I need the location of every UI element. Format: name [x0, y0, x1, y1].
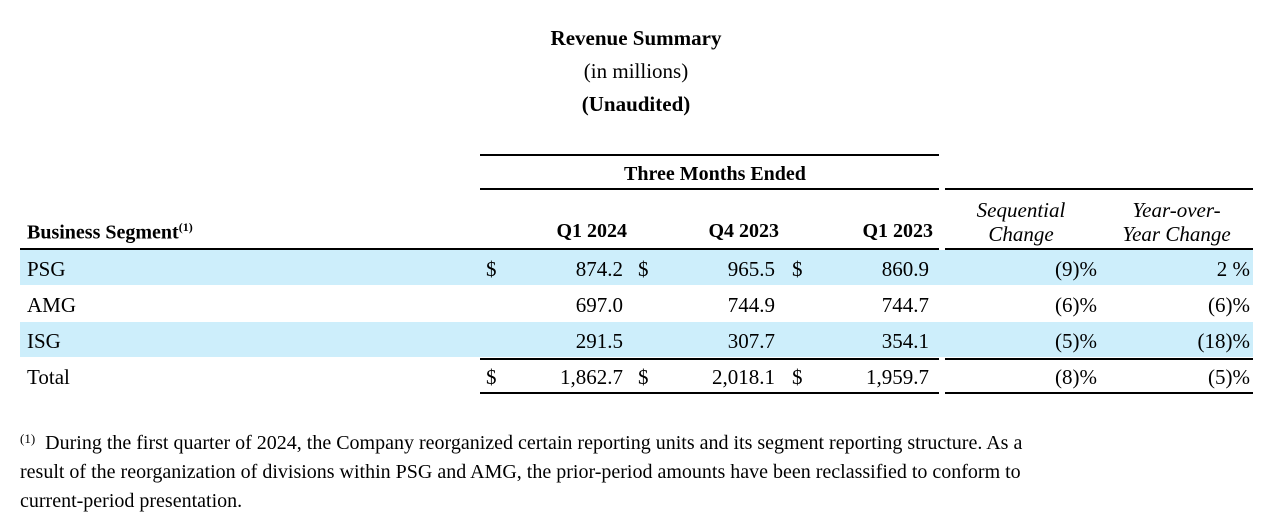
sequential-change-header-line2: Change: [988, 222, 1054, 246]
currency-symbol: $: [792, 365, 803, 389]
value-amg-q1-2023: 744.7: [881, 293, 929, 317]
sequential-change-header: Sequential Change: [945, 198, 1097, 246]
currency-symbol: $: [638, 365, 649, 389]
footnote: (1) During the first quarter of 2024, th…: [20, 424, 1022, 516]
yoy-isg: (18)%: [1197, 329, 1250, 353]
currency-symbol: $: [486, 365, 497, 389]
value-total-q1-2023: 1,959.7: [866, 365, 929, 389]
column-header-q1-2023: Q1 2023: [862, 220, 933, 242]
sequential-amg: (6)%: [1055, 293, 1097, 317]
footnote-line-3: current-period presentation.: [20, 490, 243, 512]
value-psg-q4-2023: 965.5: [727, 257, 775, 281]
total-change-top-rule: [945, 358, 1253, 360]
yoy-change-header-line1: Year-over-: [1132, 198, 1221, 222]
change-header-bottom-rule: [945, 248, 1253, 250]
footnote-line-2: result of the reorganization of division…: [20, 461, 1021, 483]
yoy-amg: (6)%: [1208, 293, 1250, 317]
row-label-total: Total: [27, 365, 70, 389]
header-bottom-rule: [20, 248, 939, 250]
segment-header: Business Segment(1): [27, 220, 193, 245]
group-bottom-rule: [480, 188, 939, 190]
group-top-rule: [480, 154, 939, 156]
currency-symbol: $: [486, 257, 497, 281]
yoy-psg: 2 %: [1216, 257, 1250, 281]
change-top-rule: [945, 188, 1253, 190]
value-total-q4-2023: 2,018.1: [712, 365, 775, 389]
row-label-psg: PSG: [27, 257, 66, 281]
sequential-total: (8)%: [1055, 365, 1097, 389]
total-top-rule: [480, 358, 939, 360]
value-psg-q1-2023: 860.9: [881, 257, 929, 281]
yoy-total: (5)%: [1208, 365, 1250, 389]
value-total-q1-2024: 1,862.7: [560, 365, 623, 389]
value-isg-q4-2023: 307.7: [727, 329, 775, 353]
segment-header-footnote-marker: (1): [178, 220, 193, 234]
report-title: Revenue Summary: [550, 26, 722, 50]
currency-symbol: $: [792, 257, 803, 281]
value-isg-q1-2023: 354.1: [881, 329, 929, 353]
value-amg-q4-2023: 744.9: [727, 293, 775, 317]
value-isg-q1-2024: 291.5: [575, 329, 623, 353]
audit-note: (Unaudited): [581, 92, 691, 116]
total-bottom-rule: [480, 392, 939, 394]
yoy-change-header-line2: Year Change: [1122, 222, 1231, 246]
value-psg-q1-2024: 874.2: [575, 257, 623, 281]
row-label-amg: AMG: [27, 293, 77, 317]
row-band-psg: [20, 250, 1253, 285]
row-band-isg: [20, 322, 1253, 357]
row-label-isg: ISG: [27, 329, 61, 353]
sequential-change-header-line1: Sequential: [976, 198, 1066, 222]
yoy-change-header: Year-over- Year Change: [1100, 198, 1253, 246]
value-amg-q1-2024: 697.0: [575, 293, 623, 317]
group-header: Three Months Ended: [624, 163, 806, 185]
footnote-line-1: During the first quarter of 2024, the Co…: [45, 432, 1023, 454]
sequential-isg: (5)%: [1055, 329, 1097, 353]
sequential-psg: (9)%: [1055, 257, 1097, 281]
segment-header-label: Business Segment: [27, 221, 179, 244]
column-header-q1-2024: Q1 2024: [556, 220, 627, 242]
total-change-bottom-rule: [945, 392, 1253, 394]
currency-symbol: $: [638, 257, 649, 281]
footnote-marker: (1): [20, 431, 36, 446]
report-subtitle: (in millions): [583, 59, 689, 83]
column-header-q4-2023: Q4 2023: [708, 220, 779, 242]
